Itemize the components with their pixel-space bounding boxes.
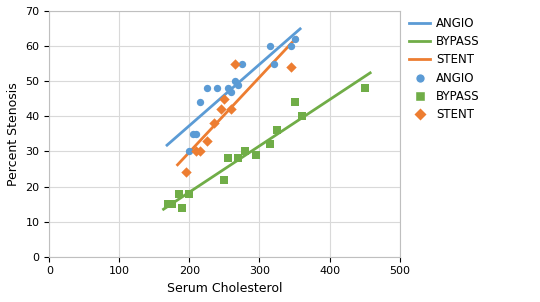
Point <box>178 205 187 210</box>
Point <box>360 86 369 91</box>
Point <box>231 61 239 66</box>
Point <box>185 191 194 196</box>
Point <box>227 89 236 94</box>
Point <box>287 44 295 49</box>
Point <box>192 131 201 136</box>
Point <box>234 82 243 87</box>
Point <box>188 131 197 136</box>
Point <box>220 96 229 101</box>
Point <box>290 37 299 41</box>
Point <box>266 142 274 147</box>
Point <box>231 79 239 84</box>
Point <box>234 156 243 161</box>
Point <box>220 177 229 182</box>
Legend: ANGIO, BYPASS, STENT, ANGIO, BYPASS, STENT: ANGIO, BYPASS, STENT, ANGIO, BYPASS, STE… <box>409 17 480 121</box>
Point <box>181 170 190 175</box>
Point <box>269 61 278 66</box>
Point <box>185 149 194 154</box>
Point <box>287 65 295 69</box>
Point <box>202 139 211 143</box>
X-axis label: Serum Cholesterol: Serum Cholesterol <box>167 282 282 295</box>
Point <box>167 202 176 207</box>
Point <box>202 86 211 91</box>
Point <box>224 86 232 91</box>
Point <box>297 114 306 119</box>
Point <box>238 61 246 66</box>
Point <box>266 44 274 49</box>
Y-axis label: Percent Stenosis: Percent Stenosis <box>7 82 20 186</box>
Point <box>224 156 232 161</box>
Point <box>217 107 225 112</box>
Point <box>174 191 183 196</box>
Point <box>195 100 204 105</box>
Point <box>273 128 281 133</box>
Point <box>290 100 299 105</box>
Point <box>252 153 260 157</box>
Point <box>192 149 201 154</box>
Point <box>227 107 236 112</box>
Point <box>195 149 204 154</box>
Point <box>164 202 173 207</box>
Point <box>213 86 222 91</box>
Point <box>210 121 218 126</box>
Point <box>241 149 250 154</box>
